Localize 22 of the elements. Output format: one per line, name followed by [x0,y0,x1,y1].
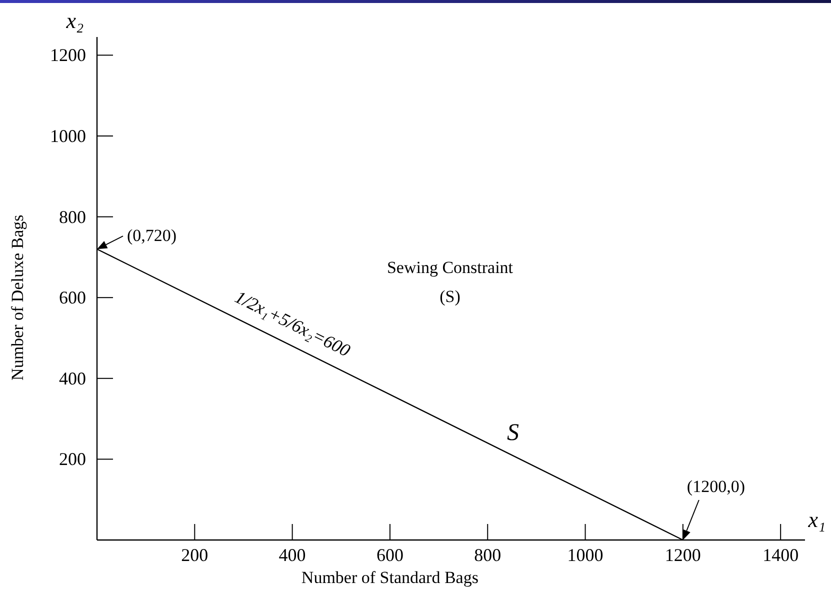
y-tick-label: 800 [59,206,86,227]
y-tick-label: 1000 [50,126,86,146]
annotation: (1200,0) [686,477,746,496]
y-axis-title: Number of Deluxe Bags [8,214,27,380]
annotation: Sewing Constraint [386,258,514,277]
x-tick-label: 1000 [567,545,604,565]
y-tick-label: 200 [59,449,86,470]
x-tick-label: 400 [278,545,306,565]
y-tick-label: 400 [59,368,86,388]
x-tick-label: 200 [181,545,208,565]
y-tick-label: 600 [59,288,86,308]
x-tick-label: 1200 [664,545,701,565]
x-tick-label: 1400 [762,545,799,565]
x-axis-title: Number of Standard Bags [301,568,478,587]
text: x₁ [807,507,826,532]
annotation: (0,720) [127,226,177,246]
x-tick-label: 600 [376,545,404,565]
annotation: S [507,420,519,446]
annotation: (S) [440,287,460,306]
text: x₂ [65,8,84,33]
y-tick-label: 1200 [50,45,86,66]
x-tick-label: 800 [474,545,502,565]
